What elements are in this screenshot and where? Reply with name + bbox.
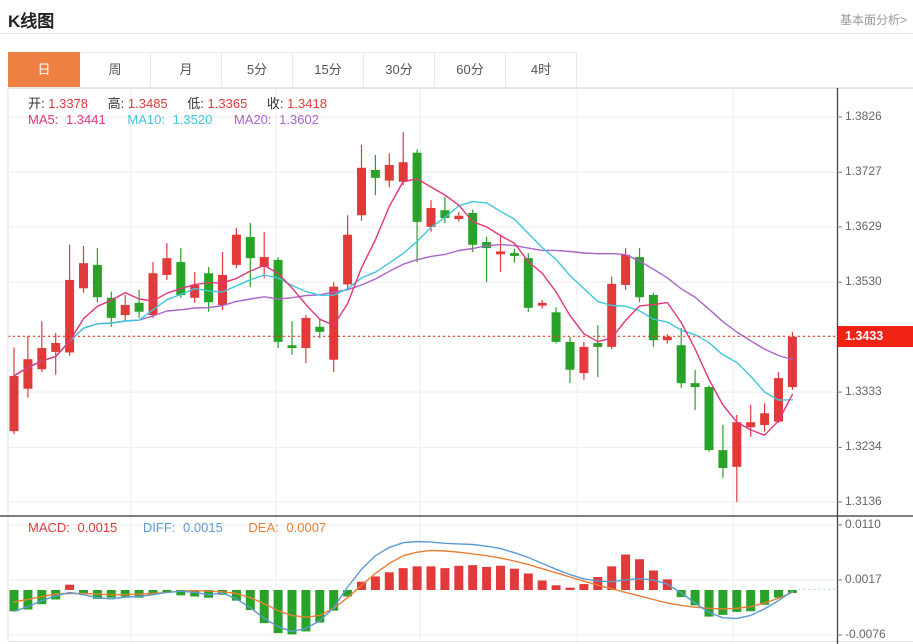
ma20-value: 1.3602 <box>279 112 319 127</box>
ma10-value: 1.3520 <box>172 112 213 127</box>
price-axis-label: 1.3234 <box>845 439 882 453</box>
tabs-baseline <box>8 87 913 88</box>
tab-15min[interactable]: 15分 <box>293 52 364 88</box>
diff-value: 0.0015 <box>183 520 223 535</box>
high-value: 1.3485 <box>127 96 168 111</box>
title-divider <box>0 33 913 34</box>
tab-30min[interactable]: 30分 <box>364 52 435 88</box>
open-value: 1.3378 <box>48 96 89 111</box>
open-label: 开: <box>28 96 45 111</box>
low-label: 低: <box>187 96 204 111</box>
close-value: 1.3418 <box>287 96 327 111</box>
ohlc-readout: 开: 1.3378 高: 1.3485 低: 1.3365 收: 1.3418 <box>28 93 343 112</box>
chart-area[interactable]: 开: 1.3378 高: 1.3485 低: 1.3365 收: 1.3418 … <box>0 88 913 644</box>
dea-value: 0.0007 <box>286 520 327 535</box>
tab-week[interactable]: 周 <box>80 52 151 88</box>
price-axis-label: 1.3333 <box>845 384 882 398</box>
price-axis-label: 1.3136 <box>845 494 882 508</box>
high-label: 高: <box>107 96 125 111</box>
price-axis-label: 1.3629 <box>845 219 882 233</box>
close-label: 收: <box>266 96 284 111</box>
low-value: 1.3365 <box>207 96 248 111</box>
price-axis-label: 1.3530 <box>845 274 882 288</box>
kline-canvas[interactable] <box>0 88 913 644</box>
tab-day[interactable]: 日 <box>8 52 80 88</box>
current-price-tag: 1.3433 <box>838 326 913 347</box>
ma5-value: 1.3441 <box>65 112 106 127</box>
tab-5min[interactable]: 5分 <box>222 52 293 88</box>
page-title: K线图 <box>8 12 55 31</box>
price-axis-label: 1.3826 <box>845 109 882 123</box>
tab-month[interactable]: 月 <box>151 52 222 88</box>
ma5-label: MA5: <box>28 112 59 127</box>
price-axis-label: 1.3727 <box>845 164 882 178</box>
period-tab-bar: 日 周 月 5分 15分 30分 60分 4时 <box>8 52 577 88</box>
fundamental-analysis-link[interactable]: 基本面分析> <box>839 13 907 27</box>
macd-value: 0.0015 <box>77 520 118 535</box>
ma20-label: MA20: <box>233 112 272 127</box>
macd-axis-label: 0.0017 <box>845 572 882 586</box>
macd-axis-label: -0.0076 <box>845 627 886 641</box>
ma10-label: MA10: <box>127 112 165 127</box>
macd-readout: MACD: 0.0015 DIFF: 0.0015 DEA: 0.0007 <box>28 520 330 535</box>
macd-label: MACD: <box>28 520 70 535</box>
tab-4hour[interactable]: 4时 <box>506 52 577 88</box>
dea-label: DEA: <box>248 520 279 535</box>
ma-readout: MA5: 1.3441 MA10: 1.3520 MA20: 1.3602 <box>28 112 323 127</box>
tab-60min[interactable]: 60分 <box>435 52 506 88</box>
macd-axis-label: 0.0110 <box>845 517 881 531</box>
diff-label: DIFF: <box>142 520 176 535</box>
